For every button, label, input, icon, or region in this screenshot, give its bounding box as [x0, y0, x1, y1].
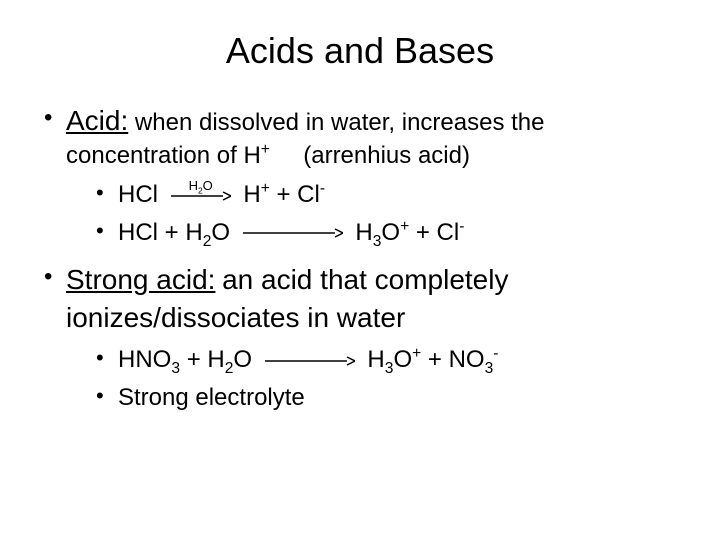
acid-definition: when dissolved in water, increases the c…: [66, 109, 544, 169]
reaction-arrow-icon: [265, 356, 355, 366]
slide-title: Acids and Bases: [40, 30, 680, 72]
bullet-strong-acid: Strong acid: an acid that completely ion…: [40, 261, 680, 414]
bullet-list: Acid: when dissolved in water, increases…: [40, 102, 680, 414]
reaction-arrow-icon: [243, 228, 343, 238]
slide: Acids and Bases Acid: when dissolved in …: [0, 0, 720, 446]
acid-equation-2: HCl + H2O H3O+ + Cl-: [96, 216, 680, 250]
acid-sub-list: HCl H2O H+ + Cl- HCl + H2O H3O+ + Cl-: [66, 178, 680, 249]
term-acid: Acid:: [66, 105, 128, 136]
strong-acid-note: Strong electrolyte: [96, 381, 680, 415]
term-strong-acid: Strong acid:: [66, 264, 215, 295]
acid-equation-1: HCl H2O H+ + Cl-: [96, 178, 680, 212]
bullet-acid: Acid: when dissolved in water, increases…: [40, 102, 680, 249]
arrow-label: H2O: [171, 177, 231, 195]
strong-acid-sub-list: HNO3 + H2O H3O+ + NO3- Strong electrolyt…: [66, 343, 680, 414]
reaction-arrow-icon: H2O: [171, 191, 231, 201]
strong-acid-equation: HNO3 + H2O H3O+ + NO3-: [96, 343, 680, 377]
